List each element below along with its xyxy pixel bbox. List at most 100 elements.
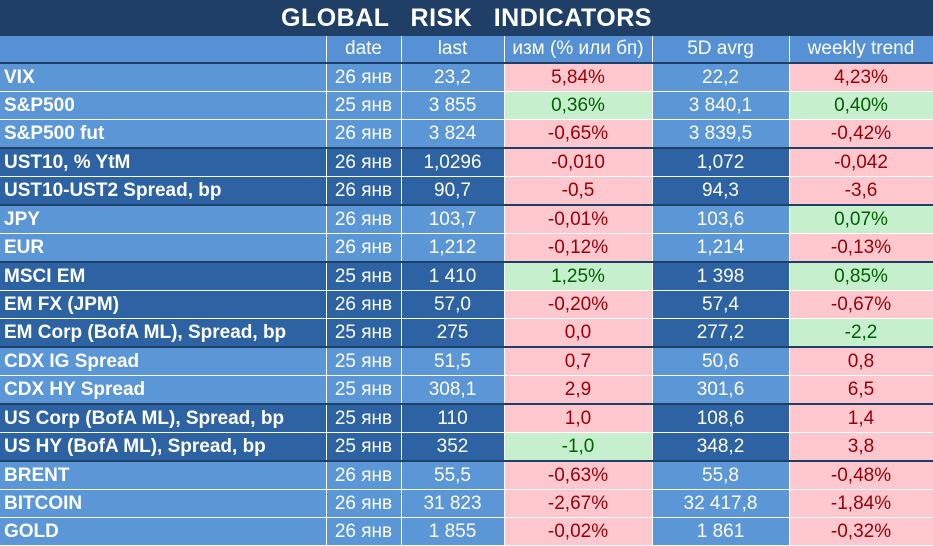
indicator-weekly-trend: 1,4: [789, 403, 933, 433]
header-date: date: [326, 36, 402, 64]
table-row: VIX 26 янв 23,2 5,84% 22,2 4,23%: [0, 62, 933, 92]
indicator-last: 57,0: [401, 290, 505, 319]
indicator-weekly-trend: -0,48%: [789, 460, 933, 490]
indicator-name: UST10, % YtM: [0, 147, 327, 177]
indicator-name: EM Corp (BofA ML), Spread, bp: [0, 318, 327, 348]
table-row: US Corp (BofA ML), Spread, bp 25 янв 110 1,…: [0, 403, 933, 433]
indicator-date: 25 янв: [326, 261, 402, 291]
indicator-date: 25 янв: [326, 91, 402, 120]
indicator-weekly-trend: 0,40%: [789, 91, 933, 120]
indicator-name: BITCOIN: [0, 489, 327, 518]
indicator-weekly-trend: 6,5: [789, 375, 933, 405]
header-last: last: [401, 36, 505, 64]
table-row: S&P500 fut 26 янв 3 824 -0,65% 3 839,5 -0,42%: [0, 119, 933, 149]
indicator-change: 0,7: [504, 346, 653, 376]
table-row: JPY 26 янв 103,7 -0,01% 103,6 0,07%: [0, 204, 933, 234]
indicator-name: US Corp (BofA ML), Spread, bp: [0, 403, 327, 433]
indicator-5d-avg: 94,3: [652, 176, 790, 206]
table-row: CDX IG Spread 25 янв 51,5 0,7 50,6 0,8: [0, 346, 933, 376]
indicator-name: CDX IG Spread: [0, 346, 327, 376]
indicator-name: VIX: [0, 62, 327, 92]
indicator-change: -0,02%: [504, 517, 653, 546]
indicator-date: 26 янв: [326, 460, 402, 490]
indicator-5d-avg: 1,214: [652, 233, 790, 263]
table-row: UST10-UST2 Spread, bp 26 янв 90,7 -0,5 94,3-…: [0, 176, 933, 206]
indicator-name: S&P500 fut: [0, 119, 327, 149]
indicator-5d-avg: 32 417,8: [652, 489, 790, 518]
indicator-5d-avg: 348,2: [652, 432, 790, 462]
indicator-date: 25 янв: [326, 432, 402, 462]
indicator-5d-avg: 3 839,5: [652, 119, 790, 149]
indicator-date: 26 янв: [326, 147, 402, 177]
indicator-change: -0,010: [504, 147, 653, 177]
indicator-change: 1,25%: [504, 261, 653, 291]
table-row: BITCOIN 26 янв 31 823 -2,67% 32 417,8 -1,84%: [0, 489, 933, 518]
indicator-name: S&P500: [0, 91, 327, 120]
indicator-last: 1,0296: [401, 147, 505, 177]
indicator-5d-avg: 301,6: [652, 375, 790, 405]
indicator-change: -0,12%: [504, 233, 653, 263]
indicator-change: 1,0: [504, 403, 653, 433]
indicator-weekly-trend: 0,8: [789, 346, 933, 376]
indicator-date: 25 янв: [326, 403, 402, 433]
indicator-date: 26 янв: [326, 517, 402, 546]
indicator-last: 51,5: [401, 346, 505, 376]
indicator-date: 26 янв: [326, 119, 402, 149]
indicator-5d-avg: 103,6: [652, 204, 790, 234]
table-row: GOLD 26 янв 1 855 -0,02% 1 861 -0,32%: [0, 517, 933, 546]
indicator-5d-avg: 57,4: [652, 290, 790, 319]
indicator-date: 26 янв: [326, 233, 402, 263]
indicator-change: -0,5: [504, 176, 653, 206]
indicator-change: 0,0: [504, 318, 653, 348]
indicator-5d-avg: 1,072: [652, 147, 790, 177]
header-5d-avg: 5D avrg: [652, 36, 790, 64]
indicator-weekly-trend: -3,6: [789, 176, 933, 206]
indicator-change: -0,65%: [504, 119, 653, 149]
indicators-table: date last изм (% или бп) 5D avrg weekly …: [0, 36, 933, 546]
indicator-last: 275: [401, 318, 505, 348]
indicator-date: 26 янв: [326, 176, 402, 206]
indicator-change: 0,36%: [504, 91, 653, 120]
indicator-5d-avg: 108,6: [652, 403, 790, 433]
indicator-change: -2,67%: [504, 489, 653, 518]
indicator-weekly-trend: -1,84%: [789, 489, 933, 518]
indicator-change: -0,63%: [504, 460, 653, 490]
indicator-name: GOLD: [0, 517, 327, 546]
header-weekly-trend: weekly trend: [789, 36, 933, 64]
indicator-name: CDX HY Spread: [0, 375, 327, 405]
indicator-5d-avg: 55,8: [652, 460, 790, 490]
indicator-5d-avg: 1 861: [652, 517, 790, 546]
table-row: MSCI EM 25 янв 1 410 1,25% 1 398 0,85%: [0, 261, 933, 291]
indicator-last: 90,7: [401, 176, 505, 206]
indicator-last: 3 855: [401, 91, 505, 120]
indicator-last: 1,212: [401, 233, 505, 263]
table-row: US HY (BofA ML), Spread, bp 25 янв 352 -1,0…: [0, 432, 933, 462]
indicator-date: 26 янв: [326, 62, 402, 92]
indicator-name: BRENT: [0, 460, 327, 490]
table-row: UST10, % YtM 26 янв 1,0296 -0,010 1,072 -0,04…: [0, 147, 933, 177]
indicator-date: 25 янв: [326, 346, 402, 376]
indicator-weekly-trend: -0,67%: [789, 290, 933, 319]
indicator-name: EM FX (JPM): [0, 290, 327, 319]
indicator-weekly-trend: -0,42%: [789, 119, 933, 149]
indicator-change: -0,20%: [504, 290, 653, 319]
indicator-last: 1 410: [401, 261, 505, 291]
indicator-5d-avg: 50,6: [652, 346, 790, 376]
indicator-last: 103,7: [401, 204, 505, 234]
indicator-last: 3 824: [401, 119, 505, 149]
indicator-weekly-trend: 0,07%: [789, 204, 933, 234]
indicator-change: -0,01%: [504, 204, 653, 234]
indicator-name: UST10-UST2 Spread, bp: [0, 176, 327, 206]
indicator-weekly-trend: -2,2: [789, 318, 933, 348]
indicator-last: 31 823: [401, 489, 505, 518]
indicator-change: 5,84%: [504, 62, 653, 92]
indicator-last: 1 855: [401, 517, 505, 546]
table-row: EM Corp (BofA ML), Spread, bp 25 янв 275 0,…: [0, 318, 933, 348]
table-row: BRENT 26 янв 55,5 -0,63% 55,8 -0,48%: [0, 460, 933, 490]
indicator-date: 25 янв: [326, 318, 402, 348]
indicator-name: EUR: [0, 233, 327, 263]
table-title: GLOBAL RISK INDICATORS: [0, 0, 933, 36]
indicator-change: -1,0: [504, 432, 653, 462]
table-row: S&P500 25 янв 3 855 0,36% 3 840,1 0,40%: [0, 91, 933, 120]
